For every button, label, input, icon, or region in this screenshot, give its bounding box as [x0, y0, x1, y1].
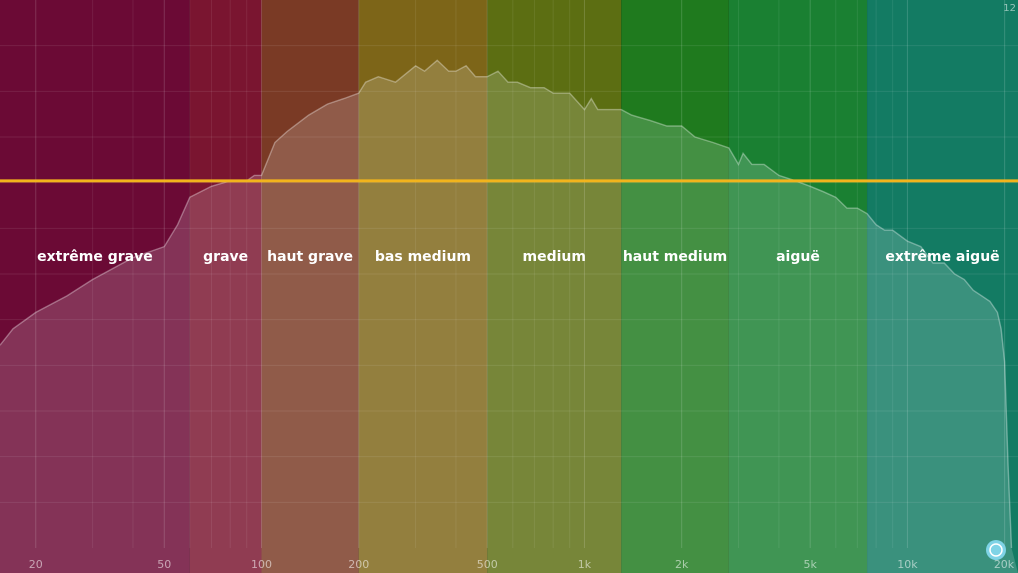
band-2 — [261, 0, 359, 573]
x-tick-3: 200 — [348, 558, 369, 571]
band-4 — [487, 0, 622, 573]
band-label-0: extrême grave — [37, 249, 153, 265]
logo-circle — [986, 540, 1006, 560]
x-tick-6: 2k — [675, 558, 689, 571]
spectrum-line — [0, 59, 1013, 549]
band-label-4: medium — [523, 249, 586, 265]
x-tick-4: 500 — [477, 558, 498, 571]
band-6 — [728, 0, 868, 573]
x-axis-ticks: 20 50 100 200 500 1k 2k 5k 10k 20k — [29, 558, 1015, 571]
band-label-1: grave — [203, 249, 248, 265]
x-tick-0: 20 — [29, 558, 43, 571]
band-label-3: bas medium — [375, 249, 471, 265]
x-tick-2: 100 — [251, 558, 272, 571]
band-label-6: aiguë — [776, 249, 820, 265]
band-label-7: extrême aiguë — [885, 249, 999, 265]
band-1 — [189, 0, 262, 573]
spectrum-area — [0, 60, 1018, 573]
spectrum-area-layer — [0, 59, 1018, 573]
x-tick-5: 1k — [578, 558, 592, 571]
y-top-label: 12 — [1003, 3, 1016, 14]
band-0 — [0, 0, 190, 573]
x-tick-9: 20k — [994, 558, 1015, 571]
x-tick-7: 5k — [804, 558, 818, 571]
watermark-logo-icon — [986, 540, 1006, 560]
band-label-2: haut grave — [267, 249, 353, 265]
x-tick-8: 10k — [897, 558, 918, 571]
band-7 — [867, 0, 1018, 573]
band-labels: extrême grave grave haut grave bas medium me… — [37, 249, 1000, 265]
logo-ring — [989, 543, 1003, 557]
x-tick-1: 50 — [157, 558, 171, 571]
band-3 — [358, 0, 488, 573]
band-label-5: haut medium — [623, 249, 727, 265]
grid-lines — [0, 0, 1018, 548]
band-5 — [621, 0, 729, 573]
